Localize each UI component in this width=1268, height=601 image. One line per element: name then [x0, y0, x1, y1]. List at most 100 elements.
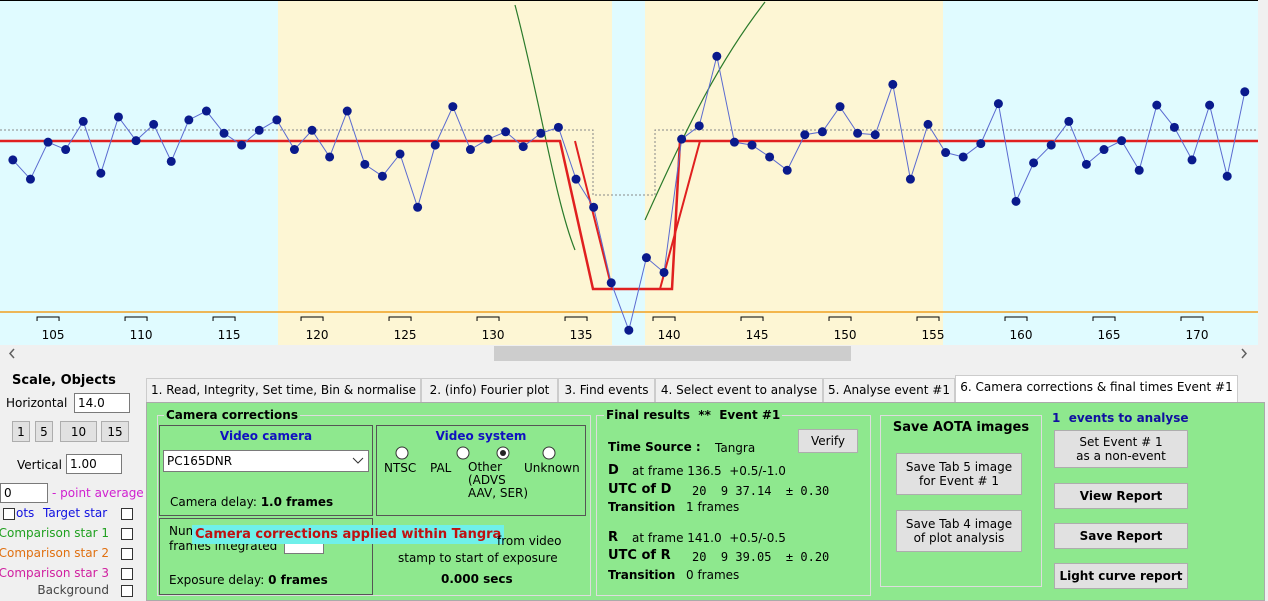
data-point [448, 102, 458, 112]
data-point [8, 155, 18, 165]
tab[interactable]: 4. Select event to analyse [655, 378, 823, 402]
data-point [1099, 145, 1109, 155]
camera-select[interactable]: PC165DNR [163, 450, 369, 472]
data-point [1169, 122, 1179, 132]
data-point [501, 127, 511, 137]
button[interactable]: 10 [60, 421, 97, 442]
scroll-thumb[interactable] [494, 346, 851, 361]
x-tick [212, 316, 236, 321]
tab[interactable]: 5. Analyse event #1 [823, 378, 955, 402]
label: UTC of R [608, 548, 671, 563]
checkbox[interactable] [121, 548, 133, 560]
data-point [905, 174, 915, 184]
label: Camera delay: [170, 495, 257, 509]
data-point [1064, 116, 1074, 126]
data-point [782, 165, 792, 175]
tab[interactable]: 2. (info) Fourier plot [421, 378, 558, 402]
horizontal-input[interactable]: 14.0 [74, 393, 130, 413]
value: 0 [4, 486, 12, 500]
button[interactable]: Save Tab 5 image for Event # 1 [896, 453, 1022, 495]
x-tick [476, 316, 500, 321]
label: Target star [43, 506, 108, 520]
label: Transition [608, 568, 676, 582]
value: 20 9 39.05 ± 0.20 [692, 550, 830, 564]
radio-group [395, 446, 556, 460]
label: Comparison star 1 [0, 526, 109, 540]
x-tick-label: 165 [1098, 328, 1121, 342]
data-point [395, 149, 405, 159]
checkbox[interactable] [121, 528, 133, 540]
data-point [483, 134, 493, 144]
data-point [1011, 196, 1021, 206]
data-point [465, 145, 475, 155]
data-point [272, 115, 282, 125]
checkbox[interactable] [121, 585, 133, 597]
data-point [342, 106, 352, 116]
verify-button[interactable]: Verify [798, 429, 858, 453]
radio[interactable] [542, 446, 556, 460]
button[interactable]: View Report [1054, 483, 1188, 509]
group-title: Save AOTA images [892, 420, 1030, 435]
checkbox[interactable] [121, 508, 133, 520]
x-tick [916, 316, 940, 321]
data-point [941, 148, 951, 158]
scroll-left[interactable] [6, 347, 18, 360]
label: Comparison star 3 [0, 566, 109, 580]
button[interactable]: Light curve report [1054, 563, 1188, 589]
x-tick-label: 145 [746, 328, 769, 342]
data-point [219, 128, 229, 138]
data-point [61, 145, 71, 155]
light-curve-plot: 105 110 115 120 125 130 135 140 145 150 155 160 165 1… [0, 0, 1258, 345]
fit-curve [514, 4, 576, 251]
data-point [289, 145, 299, 155]
label: - point average [52, 486, 144, 500]
data-point [853, 128, 863, 138]
button[interactable]: 5 [35, 421, 53, 442]
average-select[interactable]: 0 [0, 483, 48, 503]
button[interactable]: 15 [101, 421, 129, 442]
data-point [624, 325, 634, 335]
checkbox[interactable] [121, 568, 133, 580]
vertical-input[interactable]: 1.00 [66, 454, 122, 474]
data-point [201, 106, 211, 116]
data-point [1240, 87, 1250, 97]
radio-label: NTSC [384, 461, 417, 475]
tab[interactable]: 1. Read, Integrity, Set time, Bin & norm… [146, 378, 421, 402]
x-tick [124, 316, 148, 321]
region [278, 0, 612, 345]
tab-active[interactable]: 6. Camera corrections & final times Even… [955, 375, 1238, 403]
value: Tangra [715, 441, 756, 455]
label: Time Source : [608, 440, 701, 454]
group [159, 425, 373, 516]
group [157, 415, 591, 596]
button[interactable]: Save Report [1054, 523, 1188, 549]
label: D [608, 463, 619, 478]
label: Num [169, 524, 198, 538]
value: 14.0 [78, 396, 105, 410]
scroll-right[interactable] [1238, 347, 1250, 360]
radio-label: Unknown [524, 461, 580, 475]
tab[interactable]: 3. Find events [558, 378, 655, 402]
data-point [677, 134, 687, 144]
region [645, 0, 943, 345]
button[interactable]: Save Tab 4 image of plot analysis [896, 510, 1022, 552]
checkbox[interactable] [3, 508, 15, 520]
data-point [571, 174, 581, 184]
data-point [765, 152, 775, 162]
value: 0 frames [686, 568, 740, 582]
data-point [413, 202, 423, 212]
dropdown-arrow [352, 457, 364, 464]
x-tick-label: 110 [130, 328, 153, 342]
value: 0.000 secs [441, 572, 513, 586]
x-tick-label: 160 [1010, 328, 1033, 342]
data-point [307, 125, 317, 135]
radio[interactable] [395, 446, 409, 460]
button[interactable]: Set Event # 1 as a non-event [1054, 430, 1188, 468]
data-point [237, 140, 247, 150]
radio[interactable] [456, 446, 470, 460]
x-tick-label: 125 [394, 328, 417, 342]
label: ots [16, 506, 35, 520]
model-line [574, 140, 701, 290]
x-tick-label: 155 [922, 328, 945, 342]
button[interactable]: 1 [12, 421, 30, 442]
